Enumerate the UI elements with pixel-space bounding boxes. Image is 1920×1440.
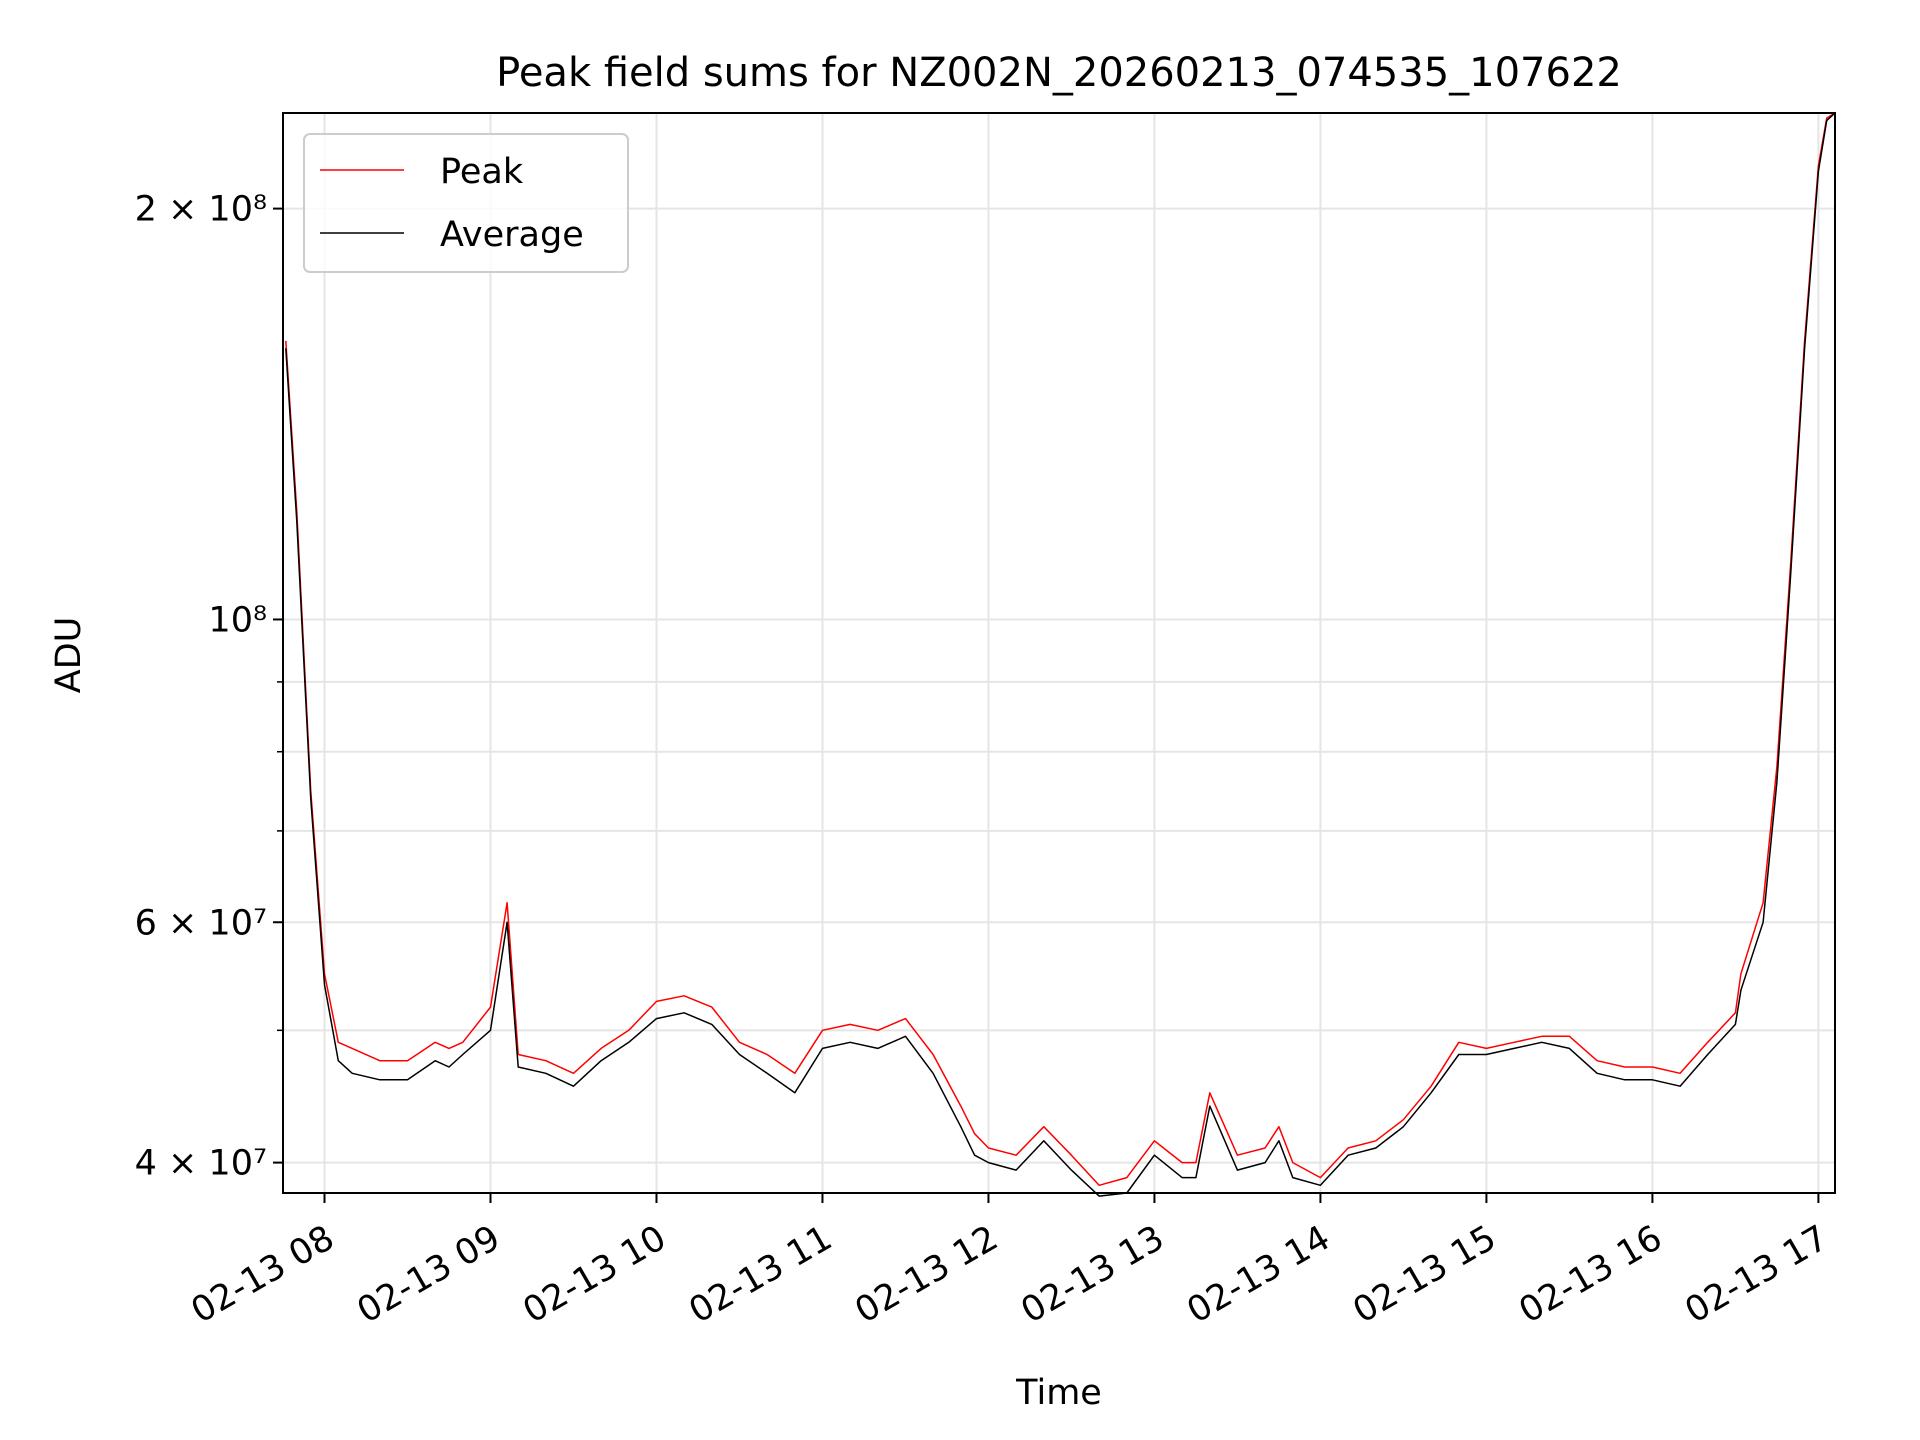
legend-peak-label: Peak — [440, 152, 524, 192]
legend-average-label: Average — [440, 215, 584, 255]
y-tick-label: 6 × 10⁷ — [135, 903, 267, 943]
x-axis-label: Time — [1015, 1373, 1102, 1413]
series-lines — [285, 112, 1836, 1197]
y-axis-label: ADU — [49, 617, 89, 694]
plot-frame — [282, 112, 1836, 1194]
legend: Peak Average — [303, 133, 629, 273]
y-tick-label: 2 × 10⁸ — [135, 190, 267, 230]
y-axis-ticks: 4 × 10⁷ 6 × 10⁷ 10⁸ 2 × 10⁸ — [135, 190, 283, 1184]
legend-box — [303, 133, 629, 273]
y-tick-label: 10⁸ — [208, 600, 267, 640]
y-tick-label: 4 × 10⁷ — [135, 1144, 267, 1184]
series-line-average — [285, 112, 1836, 1197]
series-line-peak — [285, 112, 1836, 1187]
chart-title: Peak field sums for NZ002N_20260213_0745… — [496, 50, 1622, 96]
grid — [283, 113, 1835, 1193]
